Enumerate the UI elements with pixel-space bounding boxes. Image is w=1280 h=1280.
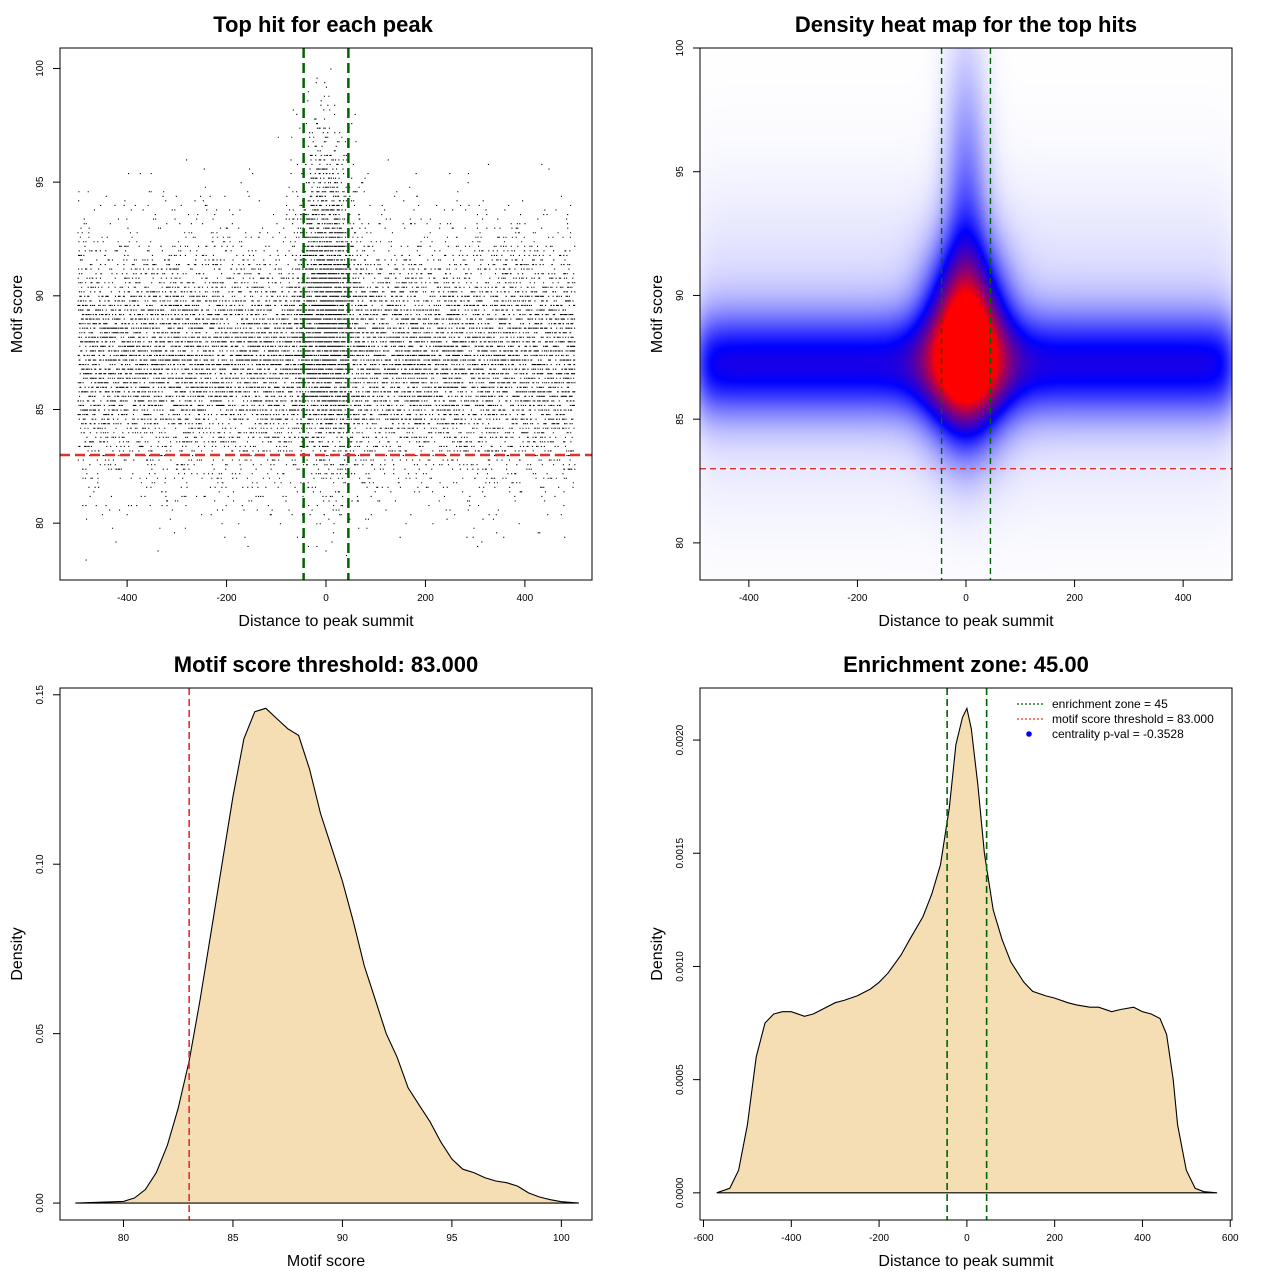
legend-centrality-dot bbox=[1026, 731, 1032, 737]
score-density-x-tick-label: 100 bbox=[553, 1233, 570, 1244]
distance-density-title: Enrichment zone: 45.00 bbox=[843, 652, 1089, 677]
heatmap-y-tick-label: 85 bbox=[675, 413, 686, 425]
scatter-x-tick-label: -200 bbox=[217, 593, 237, 604]
legend: enrichment zone = 45 motif score thresho… bbox=[1017, 697, 1214, 741]
score-density-y-tick-label: 0.00 bbox=[35, 1193, 46, 1213]
distance-density-x-tick-label: 400 bbox=[1134, 1233, 1151, 1244]
heatmap-title: Density heat map for the top hits bbox=[795, 12, 1137, 37]
heatmap-x-tick-label: 400 bbox=[1175, 593, 1192, 604]
legend-enrichment-zone-label: enrichment zone = 45 bbox=[1052, 697, 1168, 711]
heatmap-x-tick-label: 0 bbox=[963, 593, 969, 604]
heatmap-y-tick-label: 80 bbox=[675, 537, 686, 549]
score-density-x-tick-label: 85 bbox=[227, 1233, 239, 1244]
scatter-y-tick-label: 80 bbox=[35, 517, 46, 529]
distance-density-x-label: Distance to peak summit bbox=[878, 1253, 1054, 1270]
distance-density-x-tick-label: 600 bbox=[1222, 1233, 1239, 1244]
heatmap-x-tick-label: -200 bbox=[847, 593, 867, 604]
scatter-x-label: Distance to peak summit bbox=[238, 613, 414, 630]
scatter-y-tick-label: 100 bbox=[35, 60, 46, 77]
scatter-x-tick-label: 400 bbox=[517, 593, 534, 604]
scatter-point-cloud bbox=[77, 68, 576, 561]
heatmap-y-tick-label: 100 bbox=[675, 39, 686, 56]
panel-distance-density: Enrichment zone: 45.00 -600 -400 -200 0 200 4… bbox=[649, 652, 1239, 1270]
distance-density-reference-lines bbox=[946, 688, 988, 1220]
panel-score-density: Motif score threshold: 83.000 80 85 90 95 10… bbox=[9, 652, 593, 1270]
distance-density-y-tick-label: 0.0015 bbox=[675, 838, 686, 869]
distance-density-y-tick-label: 0.0010 bbox=[675, 951, 686, 982]
distance-density-curve bbox=[716, 706, 1218, 1194]
score-density-title: Motif score threshold: 83.000 bbox=[174, 652, 478, 677]
scatter-y-tick-label: 90 bbox=[35, 290, 46, 302]
scatter-reference-lines bbox=[60, 48, 592, 580]
distance-density-x-tick-label: -400 bbox=[781, 1233, 801, 1244]
score-density-y-tick-label: 0.15 bbox=[35, 685, 46, 705]
scatter-x-tick-label: 200 bbox=[417, 593, 434, 604]
panel-heatmap: Density heat map for the top hits -400 -2… bbox=[649, 12, 1233, 630]
score-density-x-tick-label: 95 bbox=[446, 1233, 458, 1244]
heatmap-y-tick-label: 95 bbox=[675, 166, 686, 178]
scatter-y-label: Motif score bbox=[9, 275, 26, 353]
distance-density-x-tick-label: 0 bbox=[964, 1233, 970, 1244]
score-density-x-label: Motif score bbox=[287, 1253, 365, 1270]
distance-density-y-tick-label: 0.0005 bbox=[675, 1064, 686, 1095]
heatmap-x-tick-label: 200 bbox=[1066, 593, 1083, 604]
score-density-curve bbox=[75, 707, 579, 1204]
heatmap-density-image bbox=[700, 48, 1232, 580]
distance-density-axes: -600 -400 -200 0 200 400 600 0.0000 0.0005 0.0010… bbox=[675, 724, 1239, 1244]
distance-density-y-label: Density bbox=[649, 927, 666, 980]
scatter-y-tick-label: 85 bbox=[35, 403, 46, 415]
score-density-y-tick-label: 0.05 bbox=[35, 1023, 46, 1043]
scatter-title: Top hit for each peak bbox=[213, 12, 433, 37]
heatmap-x-tick-label: -400 bbox=[739, 593, 759, 604]
scatter-x-tick-label: -400 bbox=[117, 593, 137, 604]
score-density-y-tick-label: 0.10 bbox=[35, 854, 46, 874]
scatter-y-tick-label: 95 bbox=[35, 176, 46, 188]
distance-density-x-tick-label: 200 bbox=[1046, 1233, 1063, 1244]
heatmap-reference-lines bbox=[700, 48, 1232, 580]
scatter-x-tick-label: 0 bbox=[323, 593, 329, 604]
scatter-points bbox=[77, 68, 576, 561]
score-density-x-tick-label: 80 bbox=[118, 1233, 130, 1244]
legend-centrality-label: centrality p-val = -0.3528 bbox=[1052, 727, 1184, 741]
heatmap-y-label: Motif score bbox=[649, 275, 666, 353]
score-density-x-tick-label: 90 bbox=[337, 1233, 349, 1244]
heatmap-y-tick-label: 90 bbox=[675, 289, 686, 301]
distance-density-y-tick-label: 0.0020 bbox=[675, 724, 686, 755]
score-density-axes: 80 85 90 95 100 0.00 0.05 0.10 0.15 bbox=[35, 685, 570, 1244]
scatter-axes: -400 -200 0 200 400 80 85 90 95 100 bbox=[35, 60, 534, 604]
distance-density-x-tick-label: -200 bbox=[869, 1233, 889, 1244]
heatmap-x-label: Distance to peak summit bbox=[878, 613, 1054, 630]
heatmap-axes: -400 -200 0 200 400 80 85 90 95 100 bbox=[675, 39, 1192, 604]
distance-density-y-tick-label: 0.0000 bbox=[675, 1177, 686, 1208]
score-density-y-label: Density bbox=[9, 927, 26, 980]
panel-scatter: Top hit for each peak -400 -200 0 200 400 80 8… bbox=[9, 12, 593, 630]
distance-density-x-tick-label: -600 bbox=[694, 1233, 714, 1244]
legend-motif-threshold-label: motif score threshold = 83.000 bbox=[1052, 712, 1214, 726]
